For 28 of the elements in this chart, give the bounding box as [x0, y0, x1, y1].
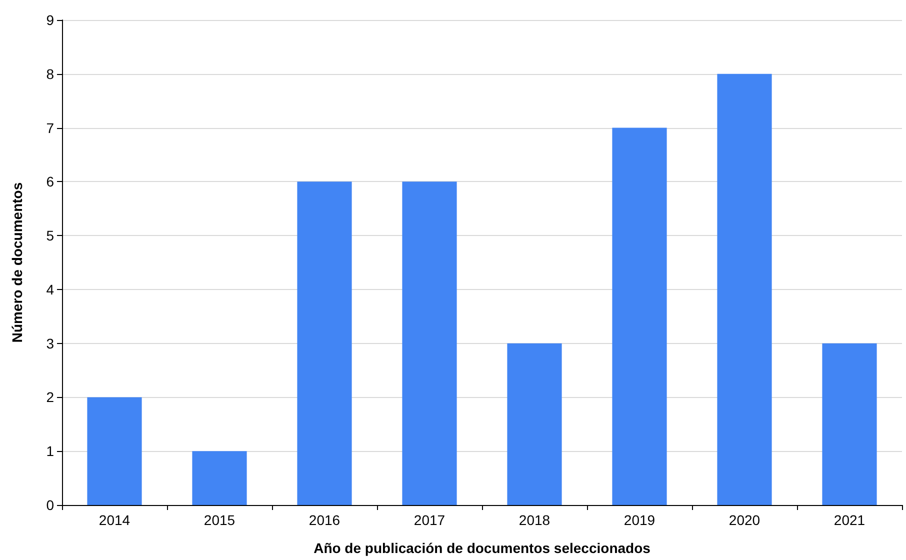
y-tick-label: 8	[46, 66, 54, 82]
x-axis-title: Año de publicación de documentos seleccionados	[314, 540, 651, 556]
bar	[717, 74, 772, 505]
y-tick-label: 1	[46, 443, 54, 460]
bar	[87, 397, 142, 505]
bar	[297, 182, 352, 505]
bar	[507, 343, 562, 505]
x-tick-label: 2015	[204, 512, 236, 528]
x-tick-label: 2020	[728, 512, 760, 528]
y-tick-label: 0	[46, 497, 54, 513]
x-tick-label: 2019	[624, 512, 656, 528]
x-tick-label: 2016	[308, 512, 340, 528]
y-tick-label: 9	[46, 12, 54, 28]
y-tick-label: 4	[46, 281, 54, 298]
bar	[612, 128, 667, 505]
bar	[192, 451, 247, 505]
x-tick-label: 2018	[518, 512, 550, 528]
y-tick-label: 7	[46, 120, 54, 136]
x-tick-label: 2017	[414, 512, 446, 528]
y-tick-label: 5	[46, 228, 54, 244]
y-axis-title: Número de documentos	[9, 182, 25, 343]
y-tick-label: 6	[46, 174, 54, 190]
x-tick-label: 2021	[834, 512, 866, 528]
bar	[822, 343, 877, 505]
y-tick-label: 2	[46, 389, 54, 406]
x-tick-label: 2014	[98, 512, 130, 528]
bar	[402, 182, 457, 505]
y-tick-label: 3	[46, 335, 54, 352]
